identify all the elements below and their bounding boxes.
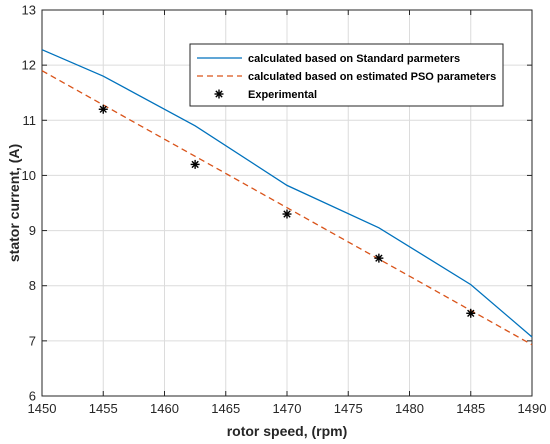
x-tick-label: 1480 (395, 401, 424, 416)
experimental-point (98, 104, 108, 114)
series-line-pso (41, 70, 533, 346)
marker-stroke (191, 160, 199, 169)
x-tick-label: 1475 (334, 401, 363, 416)
x-tick-label: 1460 (150, 401, 179, 416)
x-axis-label: rotor speed, (rpm) (227, 423, 348, 439)
experimental-point (466, 308, 476, 318)
y-tick-label: 10 (22, 168, 36, 183)
legend-label: calculated based on Standard parmeters (248, 53, 460, 65)
x-tick-label: 1490 (518, 401, 547, 416)
marker-stroke (215, 90, 223, 98)
y-tick-label: 6 (29, 389, 36, 404)
y-tick-label: 8 (29, 278, 36, 293)
legend-label: Experimental (248, 89, 317, 101)
experimental-point (282, 209, 292, 219)
legend-label: calculated based on estimated PSO parame… (248, 71, 496, 83)
tick-marks (41, 9, 533, 397)
marker-stroke (467, 309, 475, 317)
y-tick-label: 11 (23, 113, 37, 128)
legend-box (189, 43, 504, 107)
y-tick-label: 9 (29, 223, 36, 238)
legend: calculated based on Standard parmeters ca… (189, 43, 504, 107)
y-axis-label: stator current, (A) (6, 144, 22, 262)
x-tick-label: 1465 (211, 401, 240, 416)
x-tick-label: 1470 (273, 401, 302, 416)
experimental-point (190, 159, 200, 169)
series-line-standard (41, 49, 533, 338)
tick-labels: 1450 1455 1460 1465 1470 1475 1480 1485 1490 6 7 8 9… (22, 3, 547, 417)
x-tick-label: 1450 (28, 401, 57, 416)
series-layer (41, 49, 533, 346)
marker-stroke (99, 105, 107, 113)
y-tick-label: 12 (22, 58, 36, 73)
y-tick-label: 13 (22, 3, 36, 18)
marker-stroke (375, 254, 383, 262)
x-tick-label: 1455 (89, 401, 118, 416)
legend-entry: Experimental (214, 89, 317, 101)
y-tick-label: 7 (29, 333, 36, 348)
legend-entry: calculated based on Standard parmeters (197, 53, 460, 65)
marker-stroke (283, 210, 291, 218)
legend-marker (214, 89, 224, 99)
experimental-point (374, 253, 384, 263)
x-tick-label: 1485 (456, 401, 485, 416)
legend-entry: calculated based on estimated PSO parame… (197, 71, 496, 83)
